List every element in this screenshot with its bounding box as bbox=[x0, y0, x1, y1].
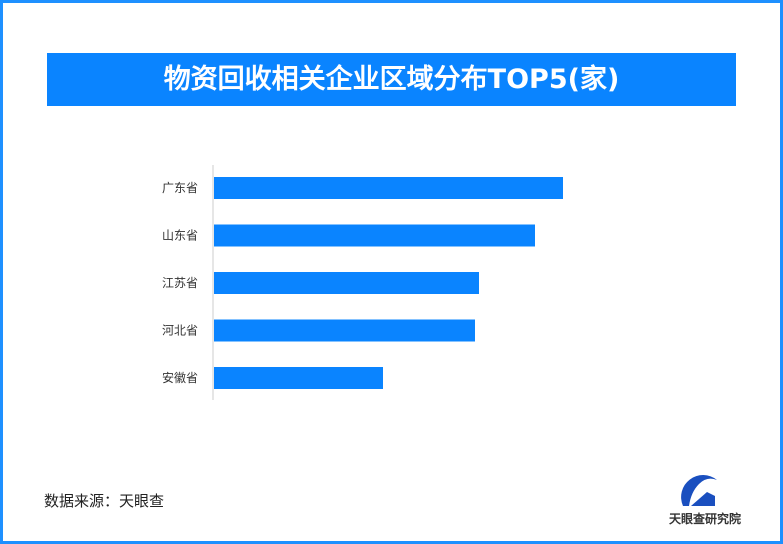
data-source: 数据来源：天眼查 bbox=[44, 492, 165, 510]
tianyancha-logo: 天眼查研究院 bbox=[655, 470, 755, 535]
category-label: 江苏省 bbox=[162, 276, 198, 290]
bar-0 bbox=[214, 177, 563, 199]
bar-1 bbox=[214, 224, 535, 247]
category-label: 安徽省 bbox=[162, 370, 198, 385]
category-label: 河北省 bbox=[162, 324, 198, 338]
bar-4 bbox=[214, 367, 383, 389]
chart-title: 物资回收相关企业区域分布TOP5(家) bbox=[47, 53, 736, 106]
bar-2 bbox=[214, 272, 479, 294]
category-label: 广东省 bbox=[162, 181, 198, 195]
logo-text: 天眼查研究院 bbox=[668, 512, 741, 526]
logo-icon bbox=[681, 475, 717, 506]
bar-3 bbox=[214, 319, 475, 342]
category-label: 山东省 bbox=[162, 229, 198, 243]
